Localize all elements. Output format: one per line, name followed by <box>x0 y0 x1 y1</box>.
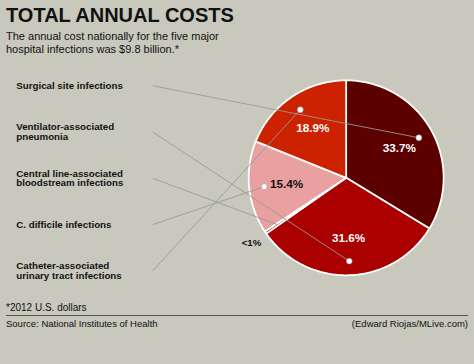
svg-text:Surgical site infections: Surgical site infections <box>16 80 123 91</box>
html-text:TOTAL ANNUAL COSTS: TOTAL ANNUAL COSTS <box>6 4 234 26</box>
svg-text:Catheter-associatedurinary tra: Catheter-associatedurinary tract infecti… <box>16 261 122 282</box>
html-text:Source: National Institutes of: Source: National Institutes of Health <box>6 318 158 329</box>
svg-text:15.4%: 15.4% <box>270 177 304 190</box>
svg-text:33.7%: 33.7% <box>383 142 417 155</box>
html-text:The annual cost nationally for: The annual cost nationally for the five … <box>6 30 219 56</box>
svg-text:<1%: <1% <box>242 237 262 248</box>
html-text:*2012 U.S. dollars: *2012 U.S. dollars <box>6 302 87 313</box>
svg-text:31.6%: 31.6% <box>332 232 366 245</box>
svg-text:Ventilator-associatedpneumonia: Ventilator-associatedpneumonia <box>16 122 114 143</box>
svg-text:Central line-associatedbloodst: Central line-associatedbloodstream infec… <box>16 168 124 189</box>
svg-text:C. difficile infections: C. difficile infections <box>16 219 112 230</box>
html-text:(Edward Riojas/MLive.com): (Edward Riojas/MLive.com) <box>351 318 468 329</box>
svg-text:18.9%: 18.9% <box>296 121 330 134</box>
